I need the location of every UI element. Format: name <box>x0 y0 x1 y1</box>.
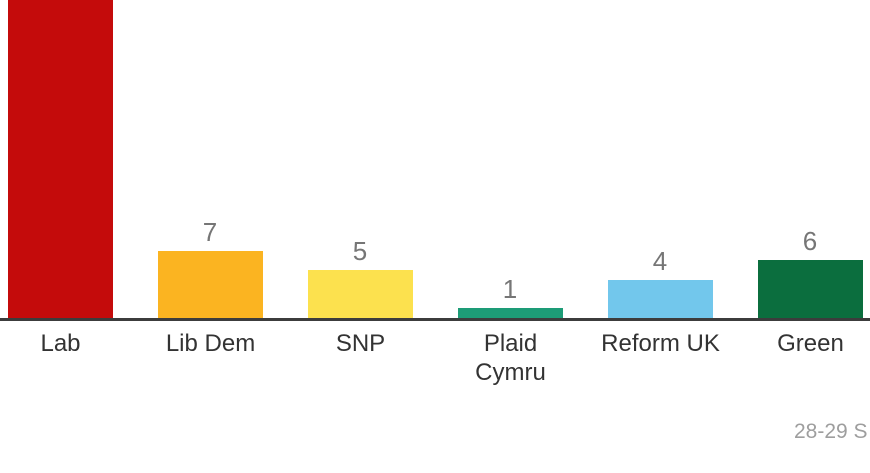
bar-group: 5 <box>308 238 413 318</box>
bar-value-label: 5 <box>352 236 368 266</box>
bar <box>608 280 713 318</box>
bar-value-label: 1 <box>502 274 518 304</box>
bar <box>8 0 113 318</box>
category-label: Reform UK <box>601 330 720 357</box>
bar-group: 4 <box>608 248 713 318</box>
category-label: Lab <box>40 330 81 357</box>
bar-value-label: 6 <box>802 226 818 256</box>
category-label: SNP <box>335 330 386 357</box>
fieldwork-date-caption: 28-29 S <box>794 420 868 443</box>
bar-group: 1 <box>458 276 563 318</box>
bar-group: 7 <box>158 219 263 318</box>
bar-group <box>8 0 113 318</box>
category-label: Green <box>777 330 844 357</box>
bar <box>458 308 563 318</box>
bar <box>158 251 263 318</box>
bar-value-label: 7 <box>202 217 218 247</box>
x-axis-line <box>0 318 870 321</box>
category-label: Plaid Cymru <box>475 330 546 387</box>
bar-group: 6 <box>758 228 863 318</box>
plot-area: 7 5 1 4 6 <box>8 0 863 318</box>
category-label: Lib Dem <box>165 330 256 357</box>
bar-value-label: 4 <box>652 246 668 276</box>
bar <box>758 260 863 318</box>
bar <box>308 270 413 318</box>
